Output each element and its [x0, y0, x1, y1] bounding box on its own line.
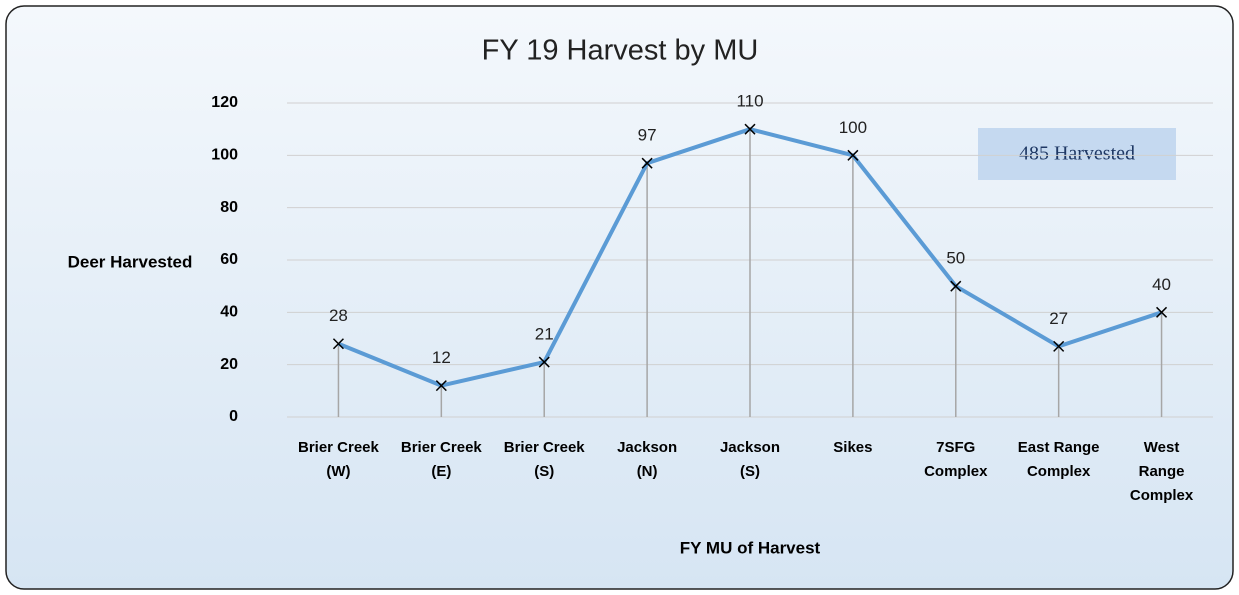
x-tick-label: Jackson (S): [719, 439, 781, 480]
x-tick-label: Brier Creek (E): [400, 439, 482, 480]
y-tick-label: 120: [211, 94, 238, 111]
y-tick-label: 60: [220, 251, 238, 268]
x-axis-label: FY MU of Harvest: [680, 538, 821, 557]
marker: [332, 338, 344, 350]
data-label: 100: [839, 118, 867, 137]
y-tick-label: 0: [229, 408, 238, 425]
marker: [435, 380, 447, 392]
data-label: 40: [1152, 275, 1171, 294]
marker: [1156, 306, 1168, 318]
data-label: 12: [432, 348, 451, 367]
x-tick-label: West Range Complex: [1129, 439, 1194, 504]
marker: [641, 157, 653, 169]
data-label: 110: [736, 92, 763, 111]
annotation-box: [978, 128, 1176, 180]
y-tick-label: 100: [211, 147, 238, 164]
y-tick-label: 40: [220, 304, 238, 321]
x-tick-label: 7SFG Complex: [924, 439, 988, 480]
x-tick-label: Brier Creek (S): [503, 439, 585, 480]
data-label: 50: [946, 249, 965, 268]
marker: [744, 123, 756, 135]
data-label: 27: [1049, 309, 1068, 328]
x-tick-label: Brier Creek (W): [297, 439, 379, 480]
y-axis-label: Deer Harvested: [68, 252, 193, 271]
x-tick-label: Sikes: [833, 439, 873, 456]
y-tick-label: 20: [220, 356, 238, 373]
data-label: 28: [329, 306, 348, 325]
marker: [1053, 340, 1065, 352]
y-tick-label: 80: [220, 199, 238, 216]
data-label: 97: [638, 126, 657, 145]
data-label: 21: [535, 325, 554, 344]
x-tick-label: Jackson (N): [617, 439, 678, 480]
annotation: 485 Harvested: [1019, 143, 1135, 165]
marker: [950, 280, 962, 292]
x-tick-label: East Range Complex: [1017, 439, 1100, 480]
marker: [847, 149, 859, 161]
chart-title: FY 19 Harvest by MU: [482, 35, 759, 67]
chart-frame: [5, 5, 1234, 590]
marker: [538, 356, 550, 368]
